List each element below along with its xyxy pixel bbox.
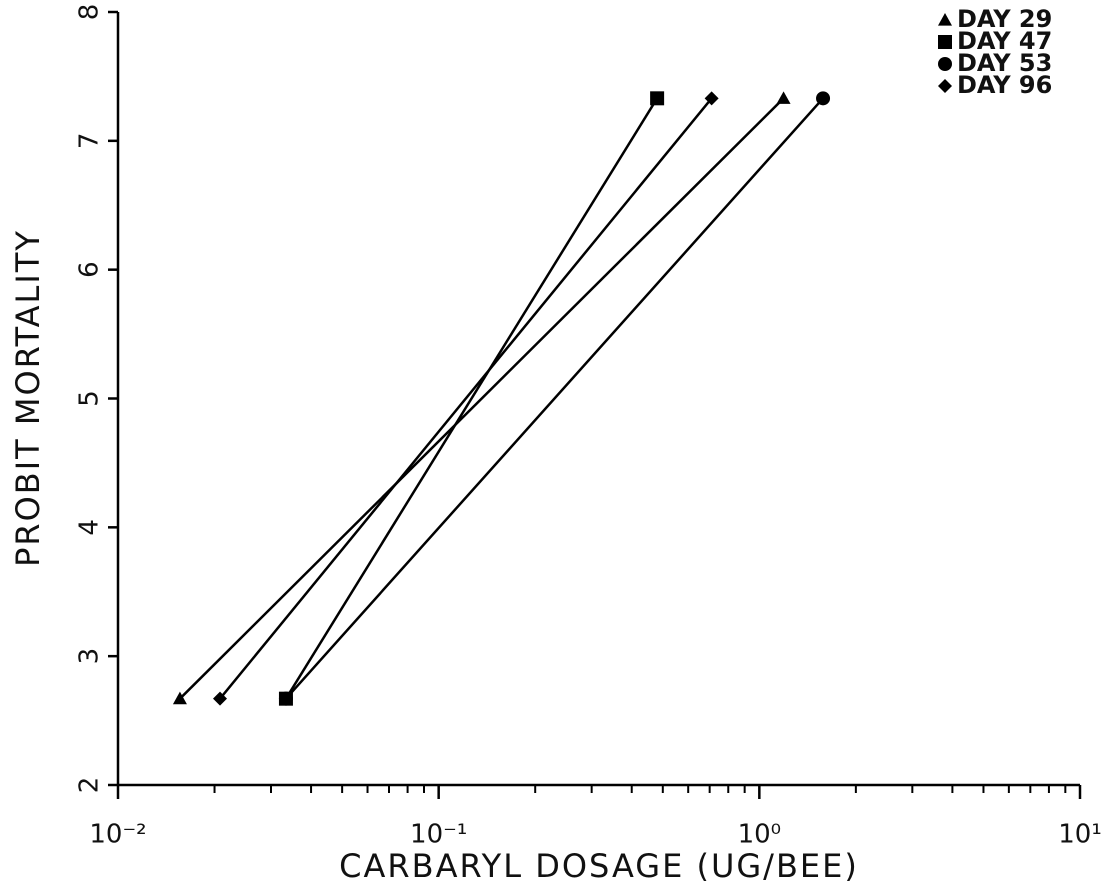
legend-marker — [938, 79, 952, 93]
y-tick-label: 8 — [75, 4, 105, 21]
data-point — [172, 691, 187, 705]
y-tick-label: 4 — [75, 519, 105, 536]
y-tick-label: 3 — [75, 648, 105, 665]
y-tick-label: 5 — [75, 390, 105, 407]
legend-label: DAY 47 — [957, 27, 1052, 55]
x-tick-label: 10⁻¹ — [410, 820, 467, 850]
legend-label: DAY 96 — [957, 71, 1052, 99]
legend-marker — [938, 13, 952, 26]
legend-label: DAY 53 — [957, 49, 1052, 77]
legend-marker — [938, 35, 952, 49]
y-axis-title: PROBIT MORTALITY — [9, 229, 47, 567]
x-axis-title: CARBARYL DOSAGE (UG/BEE) — [339, 847, 859, 885]
series-line — [219, 97, 713, 700]
data-point — [704, 91, 719, 106]
data-point — [278, 691, 293, 706]
data-point — [650, 91, 665, 106]
data-point — [816, 91, 831, 106]
x-tick-label: 10⁻² — [89, 820, 146, 850]
legend-label: DAY 29 — [957, 5, 1052, 33]
series-line — [179, 97, 785, 700]
x-tick-label: 10⁰ — [738, 820, 782, 850]
y-tick-label: 6 — [75, 261, 105, 278]
y-tick-label: 2 — [75, 777, 105, 794]
legend-marker — [938, 57, 952, 71]
y-tick-label: 7 — [75, 133, 105, 150]
x-tick-label: 10¹ — [1058, 820, 1102, 850]
series-line — [284, 97, 659, 700]
data-point — [776, 91, 791, 104]
series-line — [285, 97, 824, 700]
data-point — [212, 691, 227, 706]
